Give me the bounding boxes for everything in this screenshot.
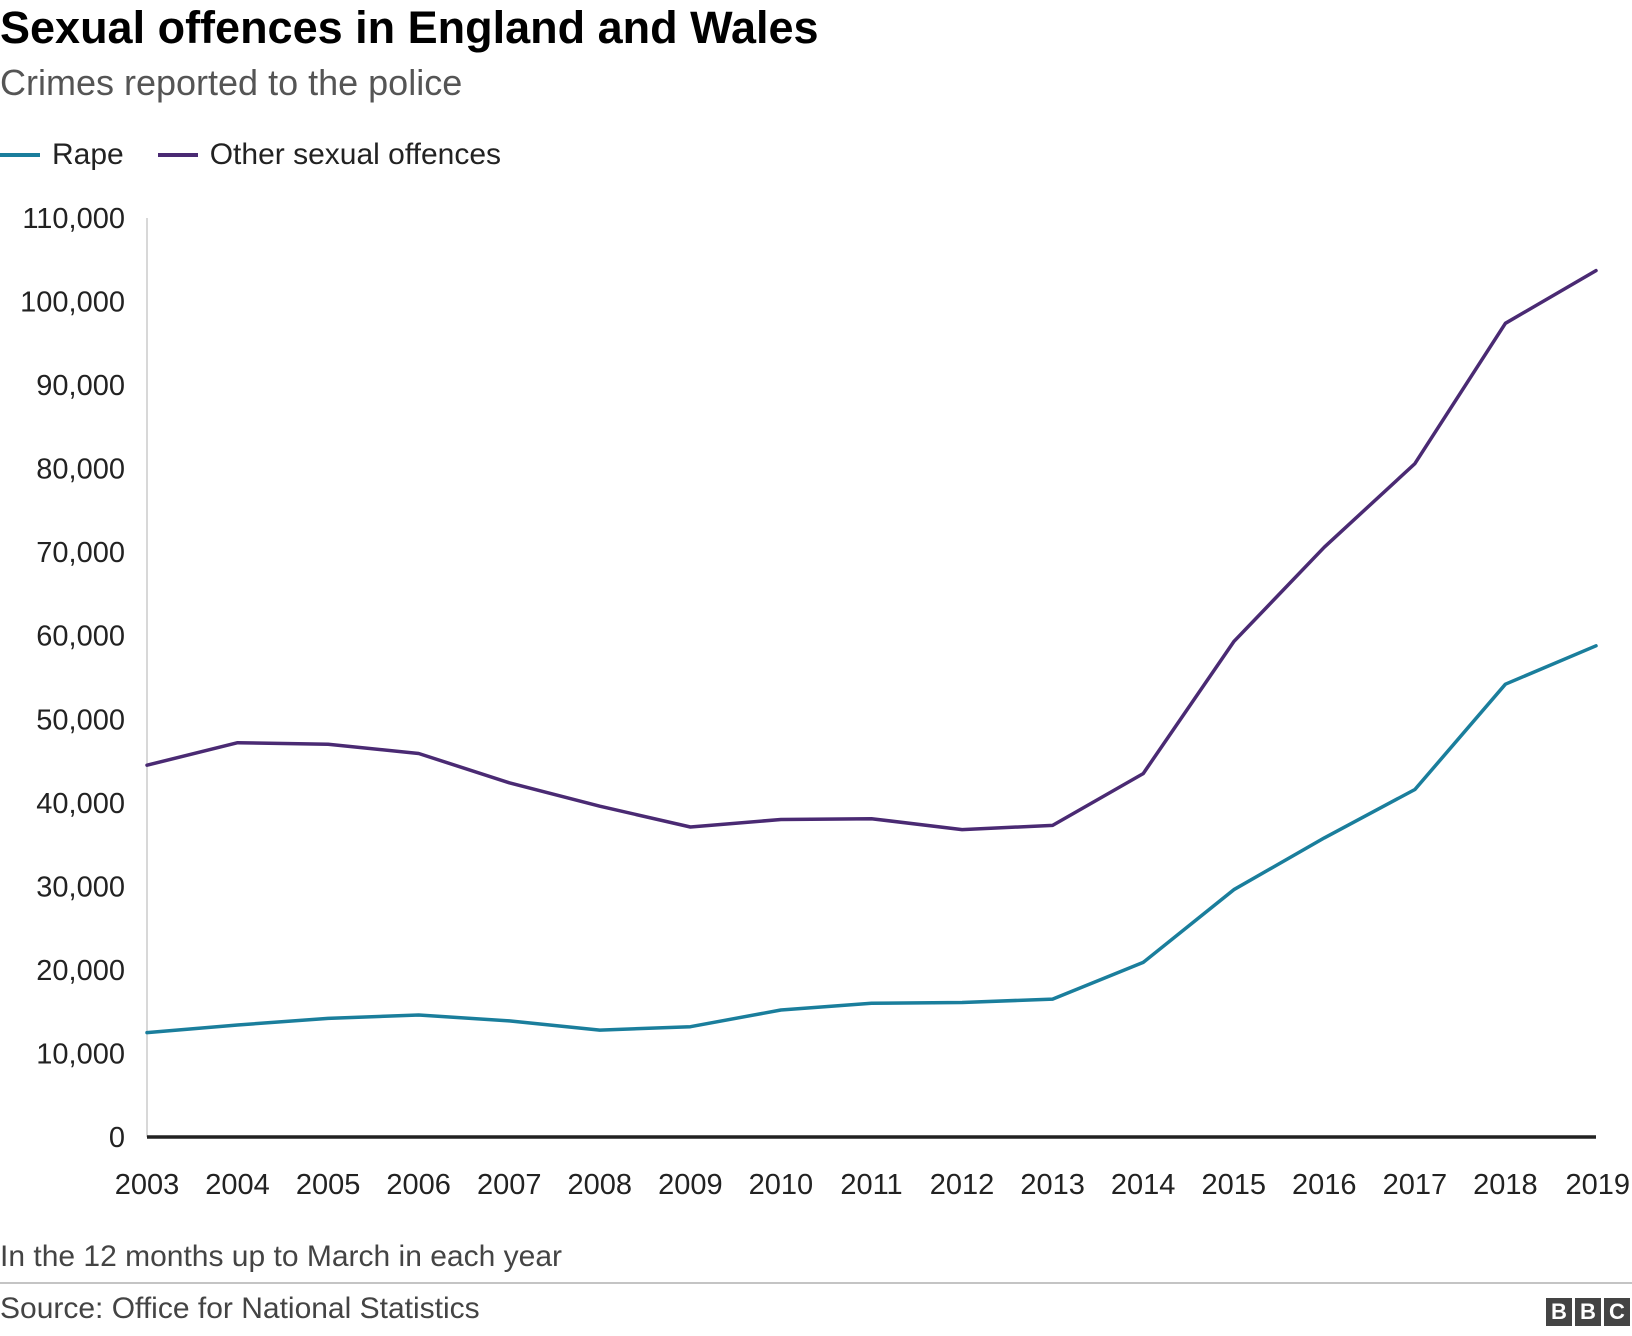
x-tick-label: 2010 (749, 1169, 814, 1201)
x-tick-label: 2011 (840, 1169, 902, 1201)
source-text: Source: Office for National Statistics (0, 1292, 480, 1325)
x-tick-label: 2013 (1020, 1169, 1085, 1201)
x-tick-label: 2009 (658, 1169, 723, 1201)
legend-label-other: Other sexual offences (209, 138, 502, 171)
y-tick-label: 60,000 (36, 621, 125, 653)
legend-label-rape: Rape (52, 138, 124, 171)
y-tick-label: 40,000 (36, 788, 125, 820)
series-line-other-sexual-offences (145, 268, 1598, 832)
legend-swatch-rape (0, 153, 40, 157)
y-tick-label: 30,000 (36, 871, 125, 903)
x-tick-label: 2017 (1383, 1169, 1448, 1201)
series-line-rape (145, 644, 1598, 1035)
footnote: In the 12 months up to March in each yea… (0, 1240, 562, 1273)
legend: Rape Other sexual offences (0, 135, 535, 175)
x-tick-label: 2012 (930, 1169, 995, 1201)
x-tick-label: 2007 (477, 1169, 542, 1201)
x-tick-label: 2008 (568, 1169, 633, 1201)
y-tick-label: 70,000 (36, 537, 125, 569)
y-tick-label: 90,000 (36, 370, 125, 402)
legend-item-rape: Rape (0, 138, 124, 172)
logo-letter: B (1575, 1298, 1601, 1326)
logo-letter: C (1604, 1298, 1630, 1326)
y-tick-label: 20,000 (36, 955, 125, 987)
y-tick-label: 10,000 (36, 1038, 125, 1070)
y-tick-label: 100,000 (20, 287, 125, 319)
legend-item-other: Other sexual offences (157, 138, 502, 172)
x-tick-label: 2006 (386, 1169, 451, 1201)
x-tick-label: 2018 (1473, 1169, 1538, 1201)
x-tick-label: 2004 (205, 1169, 270, 1201)
y-tick-label: 0 (109, 1122, 125, 1154)
x-tick-label: 2015 (1201, 1169, 1266, 1201)
x-tick-label: 2016 (1292, 1169, 1357, 1201)
y-tick-label: 110,000 (22, 203, 125, 235)
legend-swatch-other (157, 153, 198, 157)
x-tick-label: 2019 (1565, 1169, 1630, 1201)
x-tick-label: 2014 (1111, 1169, 1176, 1201)
chart-subtitle: Crimes reported to the police (0, 62, 463, 103)
line-chart: 0 10,000 20,000 30,000 40,000 50,000 60,000 70,… (20, 203, 1630, 1201)
bbc-logo: B B C (1543, 1298, 1630, 1326)
y-tick-label: 80,000 (36, 454, 125, 486)
chart-title: Sexual offences in England and Wales (0, 2, 819, 53)
x-tick-label: 2005 (296, 1169, 361, 1201)
footer-divider (0, 1282, 1632, 1284)
y-tick-label: 50,000 (36, 704, 125, 736)
logo-letter: B (1546, 1298, 1572, 1326)
x-tick-label: 2003 (115, 1169, 180, 1201)
